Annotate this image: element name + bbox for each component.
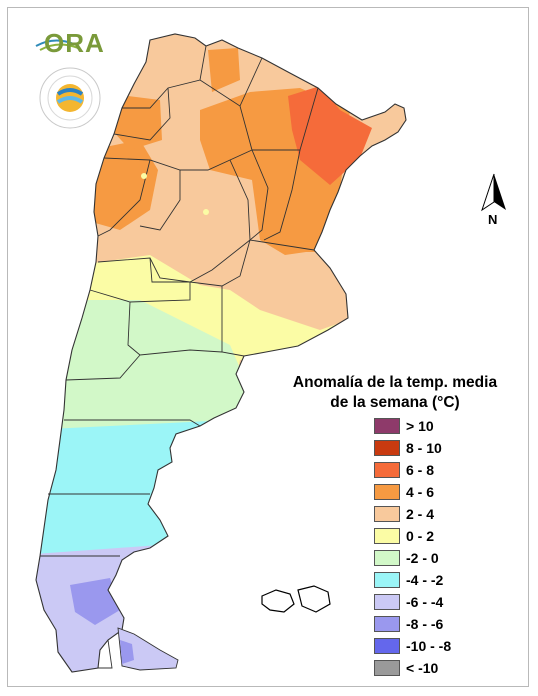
legend-label: -2 - 0 [406,550,439,566]
legend-label: 4 - 6 [406,484,435,500]
legend-swatch [374,638,400,654]
legend-swatch [374,572,400,588]
legend-label: -10 - -8 [406,638,452,654]
legend-title-line2: de la semana (°C) [330,394,460,411]
legend-swatch [374,616,400,632]
legend-title: Anomalía de la temp. media de la semana … [290,373,500,413]
smn-logo-icon [39,67,101,129]
north-label: N [488,212,498,227]
legend-label: -4 - -2 [406,572,444,588]
legend-label: < -10 [406,660,439,676]
legend-label: 6 - 8 [406,462,435,478]
legend-swatch [374,550,400,566]
legend-swatch [374,528,400,544]
legend-swatch [374,506,400,522]
legend-swatch [374,440,400,456]
legend-label: 8 - 10 [406,440,442,456]
legend-label: -6 - -4 [406,594,444,610]
legend-label: > 10 [406,418,434,434]
legend-swatch [374,660,400,676]
ora-logo-text: ORA [44,28,105,58]
legend-label: -8 - -6 [406,616,444,632]
legend-title-line1: Anomalía de la temp. media [292,374,498,391]
legend-swatch [374,484,400,500]
legend-swatch [374,418,400,434]
legend-label: 2 - 4 [406,506,435,522]
ora-logo-icon [35,39,79,51]
legend-label: 0 - 2 [406,528,435,544]
legend-swatch [374,594,400,610]
north-arrow-icon [481,173,506,212]
legend-swatch [374,462,400,478]
